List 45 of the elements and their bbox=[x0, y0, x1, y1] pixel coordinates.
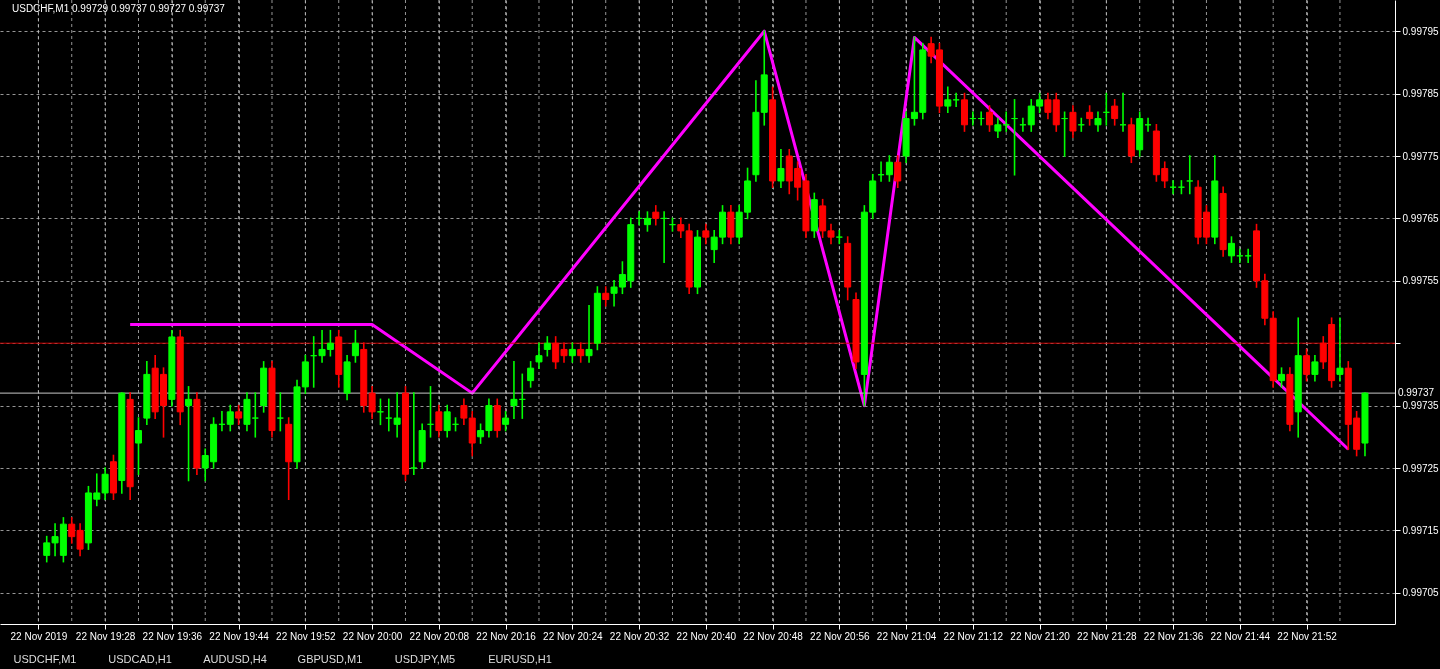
x-tick-label: 22 Nov 20:32 bbox=[609, 630, 670, 642]
candlestick bbox=[535, 342, 543, 369]
y-tick-label: 0.99735 bbox=[1402, 400, 1440, 412]
x-tick-label: 22 Nov 20:16 bbox=[476, 630, 537, 642]
x-tick-label: 22 Nov 21:04 bbox=[876, 630, 937, 642]
x-tick-label: 22 Nov 20:48 bbox=[743, 630, 804, 642]
line-series bbox=[128, 29, 1350, 451]
x-tick-label: 22 Nov 20:24 bbox=[543, 630, 604, 642]
x-tick-label: 22 Nov 21:52 bbox=[1277, 630, 1338, 642]
x-tick-label: 22 Nov 20:00 bbox=[342, 630, 403, 642]
text: EURUSD,H1 bbox=[488, 653, 552, 665]
x-tick-label: 22 Nov 20:40 bbox=[676, 630, 737, 642]
candlestick bbox=[777, 148, 785, 188]
y-tick-label: 0.99715 bbox=[1402, 524, 1440, 536]
ref-line-label: 0.99737 bbox=[1398, 387, 1435, 399]
x-tick-label: 22 Nov 19:52 bbox=[276, 630, 337, 642]
candlestick bbox=[235, 404, 243, 426]
y-tick-label: 0.99775 bbox=[1402, 150, 1440, 162]
x-tick-label: 22 Nov 19:44 bbox=[209, 630, 270, 642]
text: USDCAD,H1 bbox=[108, 653, 172, 665]
x-tick-label: 22 Nov 21:12 bbox=[943, 630, 1004, 642]
x-tick-label: 22 Nov 2019 bbox=[10, 630, 68, 642]
x-tick-label: 22 Nov 19:28 bbox=[75, 630, 136, 642]
x-tick-label: 22 Nov 21:20 bbox=[1010, 630, 1071, 642]
text: USDJPY,M5 bbox=[394, 653, 456, 665]
x-tick-label: 22 Nov 20:08 bbox=[409, 630, 470, 642]
chart-title: USDCHF,M1 0.99729 0.99737 0.99727 0.99737 bbox=[12, 3, 226, 14]
text: USDCHF,M1 bbox=[13, 653, 77, 665]
x-tick-label: 22 Nov 21:36 bbox=[1143, 630, 1204, 642]
text: AUDUSD,H4 bbox=[203, 653, 267, 665]
x-tick-label: 22 Nov 19:36 bbox=[142, 630, 203, 642]
candlestick bbox=[1311, 354, 1319, 382]
text: GBPUSD,M1 bbox=[297, 653, 363, 665]
y-tick-label: 0.99785 bbox=[1402, 88, 1440, 100]
y-tick-label: 0.99755 bbox=[1402, 275, 1440, 287]
candlestick bbox=[134, 417, 142, 476]
x-tick-label: 22 Nov 20:56 bbox=[810, 630, 871, 642]
candlestick bbox=[1111, 99, 1119, 126]
x-tick-label: 22 Nov 21:44 bbox=[1210, 630, 1271, 642]
candlestick bbox=[502, 411, 510, 432]
x-tick-label: 22 Nov 21:28 bbox=[1077, 630, 1137, 642]
y-tick-label: 0.99725 bbox=[1402, 462, 1440, 474]
y-tick-label: 0.99705 bbox=[1402, 587, 1440, 599]
y-tick-label: 0.99795 bbox=[1402, 25, 1440, 37]
y-tick-label: 0.99765 bbox=[1402, 212, 1440, 224]
